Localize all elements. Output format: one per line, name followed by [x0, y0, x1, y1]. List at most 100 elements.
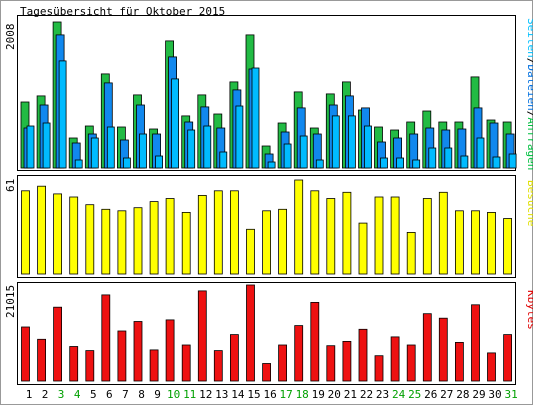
x-label-day-18: 18	[296, 388, 309, 401]
bar-pages-day-9	[155, 155, 164, 169]
panel-top-bars	[20, 21, 517, 169]
legend-sep-2: /	[525, 111, 533, 118]
bar-visits-day-3	[53, 193, 62, 275]
x-label-day-19: 19	[312, 388, 325, 401]
legend-besuche: Besuche	[525, 180, 533, 226]
bar-visits-day-4	[69, 196, 79, 275]
bar-visits-day-6	[101, 208, 111, 275]
x-label-day-14: 14	[231, 388, 245, 401]
bar-visits-day-18	[294, 179, 304, 275]
bar-pages-day-24	[396, 157, 405, 169]
bar-visits-day-11	[181, 211, 191, 275]
bar-kbytes-day-31	[503, 334, 513, 382]
legend-dateien: Dateien	[525, 64, 533, 110]
x-label-day-5: 5	[90, 388, 97, 401]
x-label-day-3: 3	[58, 388, 65, 401]
bar-pages-day-14	[235, 105, 244, 169]
panel-kbytes: 21015 Kbytes	[4, 282, 533, 385]
legend-kbytes: Kbytes	[525, 290, 533, 330]
panel-middle-ymax-label: 61	[4, 179, 17, 192]
bar-pages-day-26	[428, 147, 437, 169]
panel-top-frame	[17, 15, 516, 171]
x-label-day-25: 25	[408, 388, 421, 401]
bar-kbytes-day-7	[117, 330, 127, 382]
x-label-day-27: 27	[440, 388, 453, 401]
bar-visits-day-13	[213, 190, 223, 275]
bar-pages-day-10	[171, 78, 180, 169]
bar-visits-day-21	[342, 191, 352, 275]
bar-visits-day-7	[117, 210, 127, 275]
panel-middle-frame	[17, 175, 516, 278]
bar-kbytes-day-24	[390, 336, 400, 382]
bar-pages-day-17	[283, 143, 292, 169]
bar-kbytes-day-25	[406, 344, 416, 382]
bar-pages-day-1	[26, 125, 35, 169]
bar-kbytes-day-29	[471, 304, 480, 382]
bar-kbytes-day-1	[21, 326, 30, 382]
bar-kbytes-day-8	[133, 321, 143, 382]
x-label-day-20: 20	[328, 388, 341, 401]
bar-visits-day-19	[310, 190, 320, 275]
x-label-day-6: 6	[106, 388, 113, 401]
bar-visits-day-31	[503, 218, 513, 275]
x-label-day-1: 1	[26, 388, 33, 401]
bar-pages-day-15	[251, 67, 260, 169]
bar-kbytes-day-22	[358, 328, 368, 382]
x-label-day-8: 8	[138, 388, 145, 401]
x-label-day-12: 12	[199, 388, 212, 401]
panel-middle-legend: Besuche	[525, 180, 533, 226]
bar-kbytes-day-11	[181, 344, 191, 382]
bar-kbytes-day-28	[454, 341, 464, 382]
bar-kbytes-day-18	[294, 325, 304, 382]
panel-bottom-frame	[17, 282, 516, 385]
bar-kbytes-day-21	[342, 340, 352, 382]
bar-pages-day-18	[299, 135, 308, 169]
x-label-day-30: 30	[488, 388, 501, 401]
panel-bottom-legend: Kbytes	[525, 290, 533, 330]
x-label-day-7: 7	[122, 388, 129, 401]
x-label-day-23: 23	[376, 388, 389, 401]
bar-visits-day-26	[422, 198, 432, 275]
bar-kbytes-day-14	[229, 334, 239, 382]
bar-pages-day-5	[90, 137, 99, 169]
bar-visits-day-12	[197, 194, 207, 275]
bar-kbytes-day-3	[53, 306, 62, 382]
x-label-day-11: 11	[183, 388, 196, 401]
bar-pages-day-7	[123, 157, 131, 169]
bar-pages-day-29	[476, 137, 485, 169]
bar-pages-day-13	[219, 151, 228, 169]
panel-bottom-bars	[21, 284, 513, 382]
panel-middle-bars	[21, 179, 513, 275]
x-label-day-17: 17	[279, 388, 292, 401]
bar-kbytes-day-20	[326, 345, 336, 382]
bar-pages-day-31	[508, 153, 517, 169]
bar-visits-day-10	[165, 198, 175, 275]
bar-pages-day-4	[74, 159, 83, 169]
legend-anfragen: Anfragen	[525, 117, 533, 170]
bar-visits-day-1	[21, 190, 30, 275]
bar-pages-day-12	[203, 125, 212, 169]
panel-bottom-ymax-label: 21015	[4, 285, 17, 318]
x-label-day-22: 22	[360, 388, 373, 401]
bar-pages-day-23	[380, 157, 388, 169]
bar-visits-day-2	[37, 185, 46, 275]
x-label-day-31: 31	[504, 388, 517, 401]
x-label-day-26: 26	[424, 388, 437, 401]
x-label-day-13: 13	[215, 388, 228, 401]
bar-visits-day-16	[262, 210, 272, 275]
bar-pages-day-16	[267, 161, 276, 169]
x-label-day-9: 9	[154, 388, 161, 401]
bar-pages-day-28	[460, 155, 469, 169]
x-label-day-28: 28	[456, 388, 469, 401]
bar-pages-day-22	[364, 125, 372, 169]
bar-kbytes-day-12	[197, 290, 207, 382]
bar-kbytes-day-2	[37, 338, 46, 382]
panel-pages-files-requests: 2008 Seiten/Dateien/Anfragen	[4, 15, 533, 171]
x-label-day-16: 16	[263, 388, 276, 401]
bar-pages-day-19	[315, 159, 324, 169]
bar-pages-day-8	[139, 133, 147, 169]
legend-seiten: Seiten	[525, 18, 533, 58]
x-label-day-24: 24	[392, 388, 406, 401]
bar-kbytes-day-5	[85, 350, 95, 382]
